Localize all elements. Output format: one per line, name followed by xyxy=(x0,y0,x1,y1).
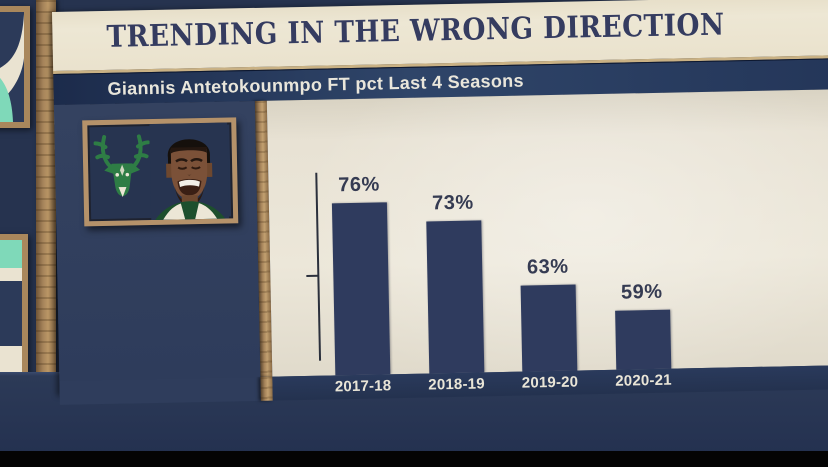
x-tick-label: 2018-19 xyxy=(428,375,485,394)
y-axis-line xyxy=(315,172,322,361)
graphic-board: TRENDING IN THE WRONG DIRECTION Giannis … xyxy=(52,0,828,405)
abstract-art-icon xyxy=(0,12,24,122)
bar-2020-21 xyxy=(614,309,671,370)
bar-2017-18 xyxy=(331,202,391,376)
page-title: TRENDING IN THE WRONG DIRECTION xyxy=(106,7,725,55)
bar-value-label: 63% xyxy=(526,255,569,279)
bar-value-label: 76% xyxy=(338,173,381,197)
wood-plank-edge xyxy=(36,0,56,455)
player-panel xyxy=(53,100,261,381)
milwaukee-bucks-logo-icon xyxy=(93,134,150,198)
y-axis-tick xyxy=(306,274,319,277)
x-axis-strip-left-spacer xyxy=(59,376,261,405)
x-tick-label: 2020-21 xyxy=(615,371,672,390)
x-tick-label: 2017-18 xyxy=(334,377,392,396)
bar-value-label: 59% xyxy=(620,280,663,304)
bar-2018-19 xyxy=(425,220,484,374)
content-row: 76% 73% 63% 59% xyxy=(53,89,828,381)
plot-area: 76% 73% 63% 59% xyxy=(266,89,828,377)
bottom-black-bar xyxy=(0,451,828,467)
wall-art-frame-top xyxy=(0,6,30,128)
bar-2019-20 xyxy=(520,284,578,372)
giannis-headshot-icon xyxy=(149,122,230,221)
player-photo-frame xyxy=(82,117,239,227)
wood-divider-lower xyxy=(260,376,273,401)
x-tick-label: 2019-20 xyxy=(521,373,579,392)
bar-value-label: 73% xyxy=(431,191,474,215)
